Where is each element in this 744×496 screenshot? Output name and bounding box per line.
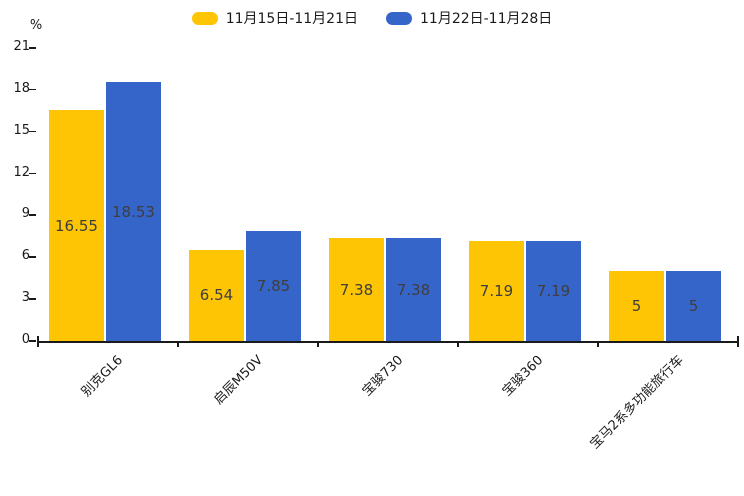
y-axis-tick-mark bbox=[29, 172, 36, 175]
bar-series-2 bbox=[666, 271, 721, 341]
legend-item[interactable]: 11月15日-11月21日 bbox=[191, 8, 358, 28]
legend-swatch bbox=[191, 11, 218, 25]
y-axis-tick-mark bbox=[29, 47, 36, 49]
y-axis-unit-label: % bbox=[29, 18, 43, 33]
x-axis-line bbox=[37, 341, 737, 343]
y-axis-tick-label: 18 bbox=[13, 80, 30, 96]
bar-series-1 bbox=[329, 238, 384, 341]
y-axis-tick-mark bbox=[29, 256, 36, 258]
bar-value-label: 5 bbox=[688, 297, 699, 316]
bar-value-label: 16.55 bbox=[55, 216, 98, 235]
y-axis-tick-mark bbox=[29, 340, 36, 342]
x-axis-category-label: 启辰M50V bbox=[211, 352, 267, 408]
x-axis-end-cap bbox=[737, 336, 739, 341]
x-axis-category-label: 别克GL6 bbox=[79, 352, 127, 400]
y-axis-tick-label: 3 bbox=[21, 290, 30, 306]
y-axis-tick-label: 9 bbox=[21, 206, 30, 222]
y-axis-tick-mark bbox=[29, 298, 36, 300]
legend-label: 11月22日-11月28日 bbox=[420, 11, 553, 27]
y-axis-tick-label: 0 bbox=[21, 332, 30, 347]
y-axis-tick-mark bbox=[29, 88, 36, 91]
y-axis-tick-label: 12 bbox=[13, 164, 30, 180]
legend-swatch bbox=[386, 11, 412, 25]
legend-item[interactable]: 11月22日-11月28日 bbox=[386, 8, 552, 28]
y-axis-tick-mark bbox=[29, 214, 36, 216]
bar-value-label: 18.53 bbox=[112, 202, 155, 221]
bar-series-1 bbox=[49, 110, 104, 341]
x-axis-tick-mark bbox=[597, 341, 599, 347]
bar-value-label: 7.19 bbox=[536, 281, 571, 300]
bar-value-label: 7.19 bbox=[479, 281, 514, 300]
bar-value-label: 7.38 bbox=[339, 280, 374, 299]
bar-series-1 bbox=[609, 271, 664, 341]
bar-series-1 bbox=[189, 249, 244, 341]
chart-legend: 11月15日-11月21日 11月22日-11月28日 bbox=[0, 8, 744, 28]
y-axis-tick-label: 21 bbox=[13, 39, 30, 54]
bar-value-label: 6.54 bbox=[199, 286, 234, 305]
bar-value-label: 7.85 bbox=[256, 277, 291, 296]
x-axis-category-label: 宝骏360 bbox=[499, 352, 547, 400]
bar-series-2 bbox=[526, 240, 581, 341]
y-axis-tick-mark bbox=[29, 130, 36, 133]
legend-label: 11月15日-11月21日 bbox=[225, 11, 358, 27]
bar-value-label: 7.38 bbox=[396, 280, 431, 299]
x-axis-category-label: 宝骏730 bbox=[359, 352, 407, 400]
x-axis-end-cap bbox=[37, 336, 39, 341]
y-axis-tick-label: 6 bbox=[21, 248, 30, 264]
x-axis-tick-mark bbox=[457, 341, 459, 347]
x-axis-category-label: 宝马2系多功能旅行车 bbox=[587, 352, 687, 453]
x-axis-tick-mark bbox=[37, 341, 39, 347]
x-axis-tick-mark bbox=[737, 341, 739, 347]
bar-series-2 bbox=[246, 231, 301, 341]
x-axis-tick-mark bbox=[317, 341, 319, 347]
bar-series-2 bbox=[386, 238, 441, 341]
x-axis-tick-mark bbox=[177, 341, 179, 347]
bar-series-2 bbox=[106, 82, 161, 341]
bar-value-label: 5 bbox=[631, 297, 642, 316]
bar-series-1 bbox=[469, 240, 524, 341]
y-axis-tick-label: 15 bbox=[13, 122, 30, 138]
